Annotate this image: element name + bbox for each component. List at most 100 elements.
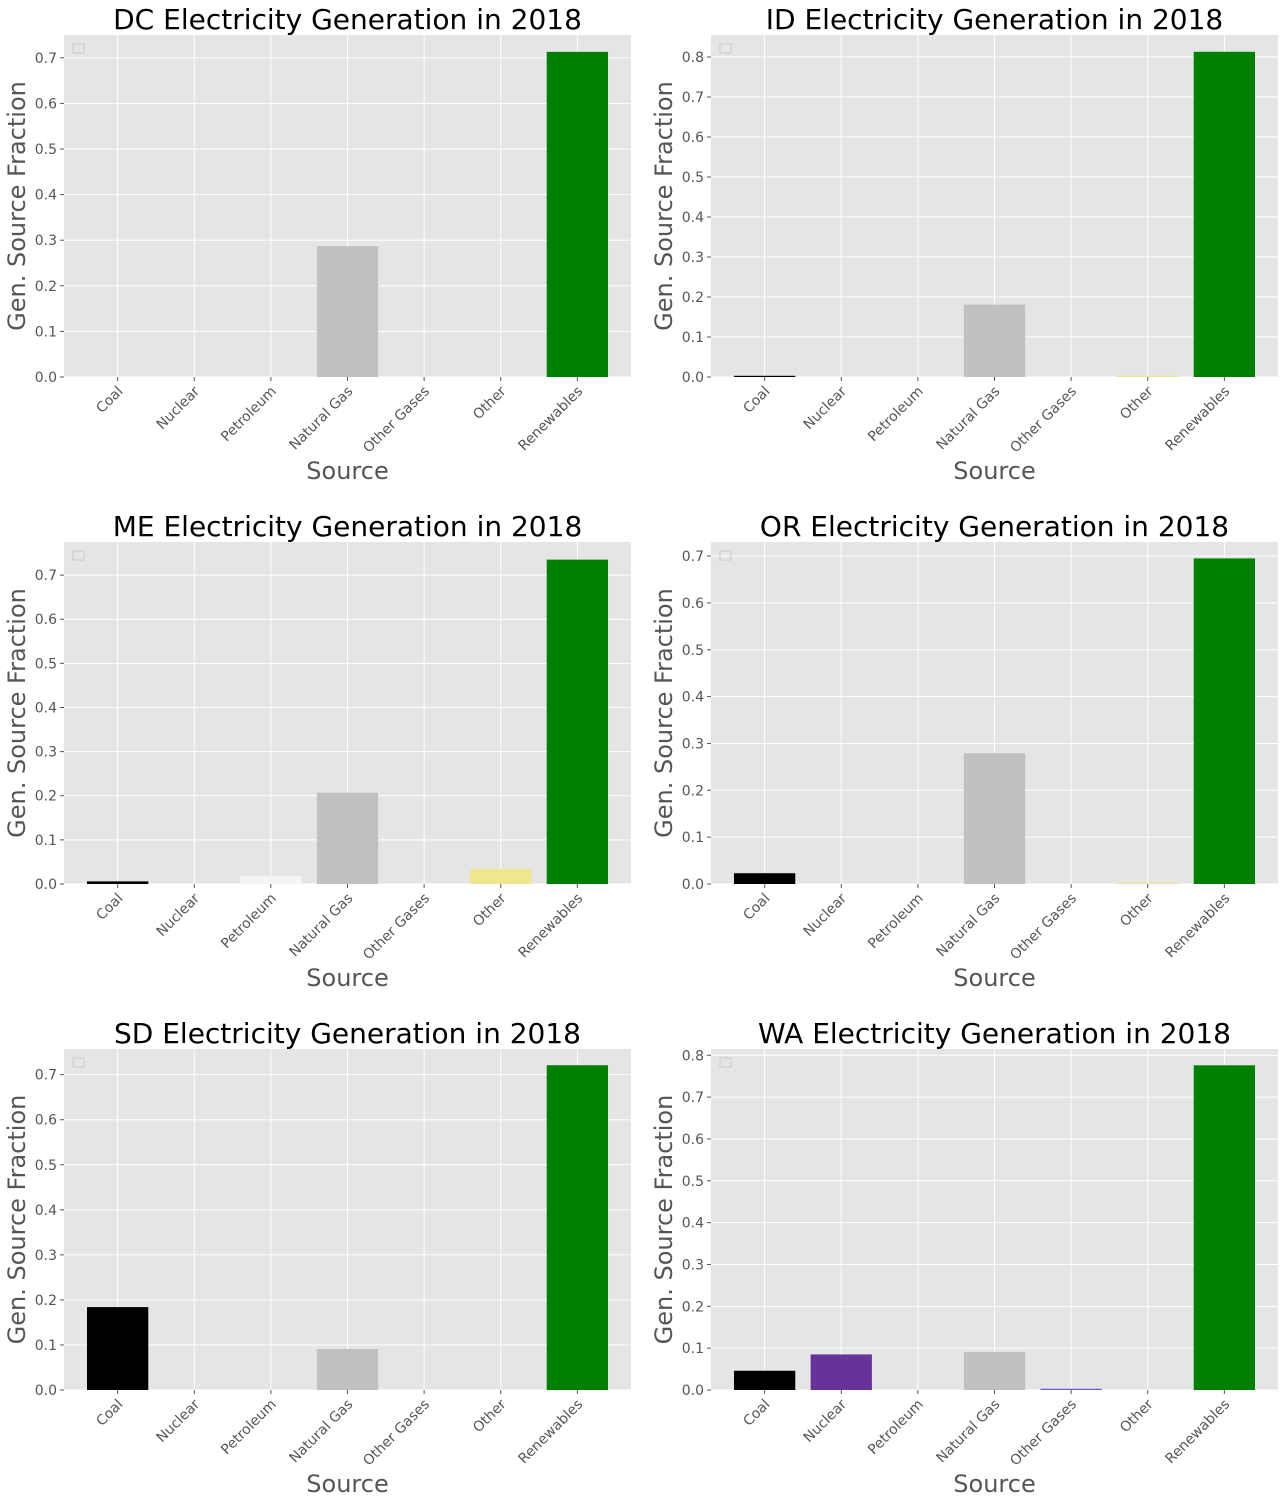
- x-axis-label: Source: [953, 457, 1035, 485]
- x-tick-label: Other Gases: [1007, 384, 1080, 457]
- y-tick-label: 0.0: [682, 370, 704, 386]
- legend-empty: [719, 550, 732, 561]
- x-tick-label: Nuclear: [801, 890, 851, 940]
- y-tick-label: 0.1: [35, 833, 57, 849]
- y-tick-label: 0.8: [682, 50, 704, 66]
- y-tick-label: 0.6: [35, 1113, 57, 1129]
- bar-natural-gas: [316, 246, 379, 377]
- x-tick-label: Petroleum: [865, 384, 927, 446]
- x-tick-label: Coal: [93, 384, 126, 417]
- x-axis-label: Source: [306, 964, 388, 992]
- x-tick-label: Renewables: [1163, 384, 1234, 455]
- bar-coal: [86, 881, 149, 884]
- x-tick-label: Nuclear: [801, 383, 851, 433]
- y-tick-label: 0.0: [682, 1383, 704, 1399]
- y-axis-label: Gen. Source Fraction: [650, 588, 678, 838]
- y-tick-label: 0.5: [35, 1158, 57, 1174]
- x-tick-label: Petroleum: [865, 891, 927, 953]
- x-tick-label: Other Gases: [1007, 891, 1080, 964]
- x-tick-label: Petroleum: [218, 891, 280, 953]
- chart-title: WA Electricity Generation in 2018: [758, 1017, 1231, 1050]
- x-tick-label: Other: [470, 1396, 510, 1436]
- y-tick-label: 0.5: [35, 142, 57, 158]
- y-tick-label: 0.7: [682, 549, 704, 565]
- chart-title: ID Electricity Generation in 2018: [766, 3, 1224, 36]
- y-tick-label: 0.6: [35, 612, 57, 628]
- bar-petroleum: [240, 876, 302, 884]
- x-tick-label: Petroleum: [218, 384, 280, 446]
- y-axis-label: Gen. Source Fraction: [3, 588, 31, 838]
- chart-panel-1: 0.0 0.1 0.2 0.3 0.4 0.5 0.6 0.7 0.8 Coal Nuclear Pe…: [650, 3, 1278, 485]
- bar-coal: [733, 375, 796, 377]
- bar-renewables: [1193, 558, 1256, 884]
- bar-natural-gas: [963, 1351, 1026, 1390]
- chart-title: OR Electricity Generation in 2018: [760, 510, 1229, 543]
- y-tick-label: 0.4: [682, 1216, 704, 1232]
- bar-coal: [86, 1307, 149, 1390]
- y-tick-label: 0.4: [35, 1203, 57, 1219]
- x-tick-label: Other: [1117, 383, 1157, 423]
- y-tick-label: 0.2: [682, 290, 704, 306]
- legend-empty: [719, 1057, 732, 1068]
- y-axis-label: Gen. Source Fraction: [650, 1095, 678, 1345]
- y-tick-label: 0.1: [682, 1341, 704, 1357]
- legend-empty: [72, 1057, 85, 1068]
- x-tick-label: Nuclear: [154, 890, 204, 940]
- x-tick-label: Coal: [740, 891, 773, 924]
- bar-renewables: [546, 51, 609, 377]
- y-tick-label: 0.6: [682, 130, 704, 146]
- y-tick-label: 0.4: [682, 690, 704, 706]
- legend-empty: [72, 550, 85, 561]
- y-tick-label: 0.3: [682, 736, 704, 752]
- x-tick-label: Petroleum: [218, 1397, 280, 1459]
- x-tick-label: Coal: [740, 384, 773, 417]
- y-tick-label: 0.5: [35, 656, 57, 672]
- x-tick-label: Natural Gas: [286, 384, 356, 454]
- y-tick-label: 0.5: [682, 1174, 704, 1190]
- bar-other: [1117, 883, 1179, 884]
- bar-coal: [733, 873, 796, 884]
- chart-panel-3: 0.0 0.1 0.2 0.3 0.4 0.5 0.6 0.7 Coal Nuclear Petro…: [650, 510, 1278, 992]
- legend-empty: [72, 43, 85, 54]
- y-tick-label: 0.0: [682, 877, 704, 893]
- y-tick-label: 0.2: [35, 789, 57, 805]
- y-tick-label: 0.7: [682, 1090, 704, 1106]
- y-tick-label: 0.4: [35, 188, 57, 204]
- x-axis-label: Source: [306, 457, 388, 485]
- x-tick-label: Other: [1117, 1396, 1157, 1436]
- y-tick-label: 0.5: [682, 170, 704, 186]
- x-tick-label: Renewables: [1163, 1397, 1234, 1468]
- y-tick-label: 0.3: [682, 1257, 704, 1273]
- y-tick-label: 0.7: [35, 51, 57, 67]
- bar-renewables: [1193, 1065, 1256, 1390]
- y-tick-label: 0.1: [35, 324, 57, 340]
- bar-renewables: [546, 559, 609, 884]
- x-axis-label: Source: [306, 1470, 388, 1498]
- bar-renewables: [546, 1065, 609, 1390]
- bar-natural-gas: [316, 1349, 379, 1390]
- y-tick-label: 0.1: [682, 830, 704, 846]
- x-tick-label: Petroleum: [865, 1397, 927, 1459]
- y-tick-label: 0.1: [35, 1338, 57, 1354]
- y-tick-label: 0.2: [682, 1299, 704, 1315]
- x-tick-label: Other Gases: [360, 891, 433, 964]
- x-tick-label: Other Gases: [360, 1397, 433, 1470]
- bar-nuclear: [810, 1354, 872, 1390]
- y-tick-label: 0.3: [35, 745, 57, 761]
- legend-empty: [719, 43, 732, 54]
- x-tick-label: Other: [470, 383, 510, 423]
- y-tick-label: 0.8: [682, 1048, 704, 1064]
- x-tick-label: Natural Gas: [286, 891, 356, 961]
- x-tick-label: Coal: [740, 1397, 773, 1430]
- y-axis-label: Gen. Source Fraction: [650, 81, 678, 331]
- bar-natural-gas: [963, 753, 1026, 884]
- bar-coal: [733, 1370, 796, 1390]
- y-tick-label: 0.7: [35, 1068, 57, 1084]
- bar-renewables: [1193, 51, 1256, 378]
- bar-other: [1117, 375, 1179, 377]
- bar-other: [470, 868, 532, 884]
- y-tick-label: 0.2: [682, 783, 704, 799]
- y-tick-label: 0.4: [35, 700, 57, 716]
- y-tick-label: 0.5: [682, 643, 704, 659]
